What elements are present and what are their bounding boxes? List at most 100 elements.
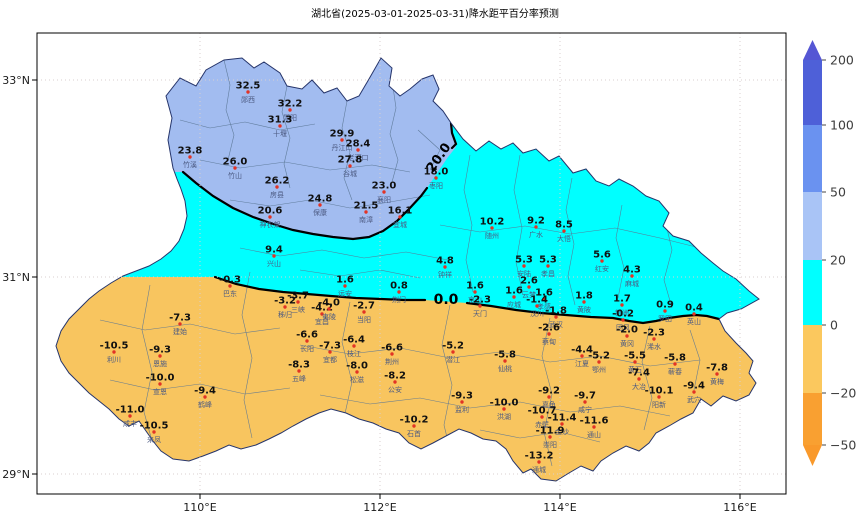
station: -11.9 崇阳 (536, 426, 565, 450)
station-value: 1.7 (613, 294, 631, 305)
station: -10.2 石首 (400, 415, 429, 439)
station-value: 32.5 (236, 81, 261, 92)
station-city-label: 老河口 (348, 153, 369, 162)
station-value: -4.0 (318, 298, 340, 309)
station-value: -9.2 (538, 386, 560, 397)
station-dot-icon (535, 304, 539, 308)
station-value: -11.0 (116, 405, 145, 416)
station: 1.6 应城 (505, 286, 523, 310)
station: -11.0 咸丰 (116, 405, 145, 429)
contour-20 (181, 170, 429, 241)
colorbar-segment (803, 192, 822, 260)
station: 1.6 孝感 (535, 288, 553, 312)
colorbar-over-arrow (803, 40, 822, 60)
station-dot-icon (158, 354, 162, 358)
station-city-label: 汉川 (530, 310, 544, 318)
station-dot-icon (620, 303, 624, 307)
station-dot-icon (398, 215, 402, 219)
station-city-label: 大悟 (557, 234, 571, 243)
station-dot-icon (621, 318, 625, 322)
colorbar-segment (803, 325, 822, 393)
station-value: 1.6 (505, 286, 523, 297)
station-dot-icon (583, 400, 587, 404)
station: 5.3 安陆 (515, 255, 533, 279)
station: -2.0 黄冈 (616, 325, 638, 349)
station-city-label: 鄂州 (592, 365, 606, 374)
station-dot-icon (188, 155, 192, 159)
x-tick-label: 112°E (363, 501, 396, 514)
station: 5.3 孝昌 (539, 255, 557, 279)
station-dot-icon (397, 290, 401, 294)
station-dot-icon (554, 315, 558, 319)
station-city-label: 广水 (529, 230, 543, 239)
station: -4.4 江夏 (571, 345, 593, 369)
station-dot-icon (503, 359, 507, 363)
station-value: 0.9 (656, 300, 674, 311)
station: 1.6 京山 (466, 281, 484, 305)
station-city-label: 三峡 (291, 305, 305, 314)
station-dot-icon (633, 360, 637, 364)
colorbar-tick-label: 50 (830, 185, 846, 200)
station-value: -9.4 (194, 386, 216, 397)
station-city-label: 宜城 (393, 220, 407, 229)
station-dot-icon (268, 215, 272, 219)
station-dot-icon (537, 460, 541, 464)
colorbar-segment (803, 125, 822, 192)
station-city-label: 黄梅 (710, 377, 724, 386)
station-city-label: 郧阳 (283, 113, 297, 122)
station: 1.8 黄陂 (575, 291, 593, 315)
station-city-label: 孝感 (537, 302, 551, 311)
contour-0 (213, 275, 427, 302)
station: -9.2 嘉鱼 (538, 386, 560, 410)
station-value: 23.8 (178, 146, 203, 157)
station-dot-icon (637, 377, 641, 381)
station-city-label: 竹溪 (183, 160, 197, 169)
station-dot-icon (246, 90, 250, 94)
y-tick-label: 33°N (2, 74, 30, 87)
station-dot-icon (320, 312, 324, 316)
station-dot-icon (502, 407, 506, 411)
station-city-label: 枣阳 (429, 181, 443, 190)
station-dot-icon (490, 226, 494, 230)
station: -2.3 天门 (469, 295, 491, 319)
station-dot-icon (152, 430, 156, 434)
station-dot-icon (340, 138, 344, 142)
station-value: 10.2 (480, 217, 505, 228)
station-value: -5.8 (664, 353, 686, 364)
station-value: -10.5 (100, 341, 129, 352)
station-dot-icon (305, 339, 309, 343)
station-dot-icon (355, 370, 359, 374)
station-value: -10.0 (146, 373, 175, 384)
station-value: -2.3 (469, 295, 491, 306)
station: -5.2 鄂州 (588, 351, 610, 375)
station-value: -1.4 (526, 295, 548, 306)
station: -8.3 五峰 (288, 360, 310, 384)
station: -1.4 汉川 (526, 295, 548, 319)
station-value: -2.0 (616, 325, 638, 336)
station-value: 28.4 (346, 139, 371, 150)
station-value: 5.6 (593, 250, 611, 261)
axis-layer: 110°E 112°E 114°E 116°E 33°N 31°N 29°N (2, 74, 757, 514)
station-city-label: 长阳 (300, 344, 314, 353)
station: 4.3 麻城 (623, 265, 641, 289)
station: 23.8 竹溪 (178, 146, 203, 170)
station-dot-icon (527, 285, 531, 289)
station-city-label: 麻城 (625, 279, 639, 288)
station-dot-icon (128, 414, 132, 418)
station-value: -9.7 (574, 391, 596, 402)
station-city-label: 潜江 (446, 355, 460, 364)
station-city-label: 咸宁 (578, 405, 592, 414)
station-dot-icon (272, 254, 276, 258)
station: 9.2 广水 (527, 216, 545, 240)
station-value: 29.9 (330, 129, 355, 140)
colorbar-tick-label: 0 (830, 318, 838, 333)
station: 28.4 老河口 (346, 139, 371, 163)
station-dot-icon (592, 425, 596, 429)
station-city-label: 洪湖 (497, 412, 511, 421)
station: 0.9 罗田 (656, 300, 674, 324)
station-dot-icon (540, 415, 544, 419)
station-city-label: 黄陂 (577, 305, 591, 314)
